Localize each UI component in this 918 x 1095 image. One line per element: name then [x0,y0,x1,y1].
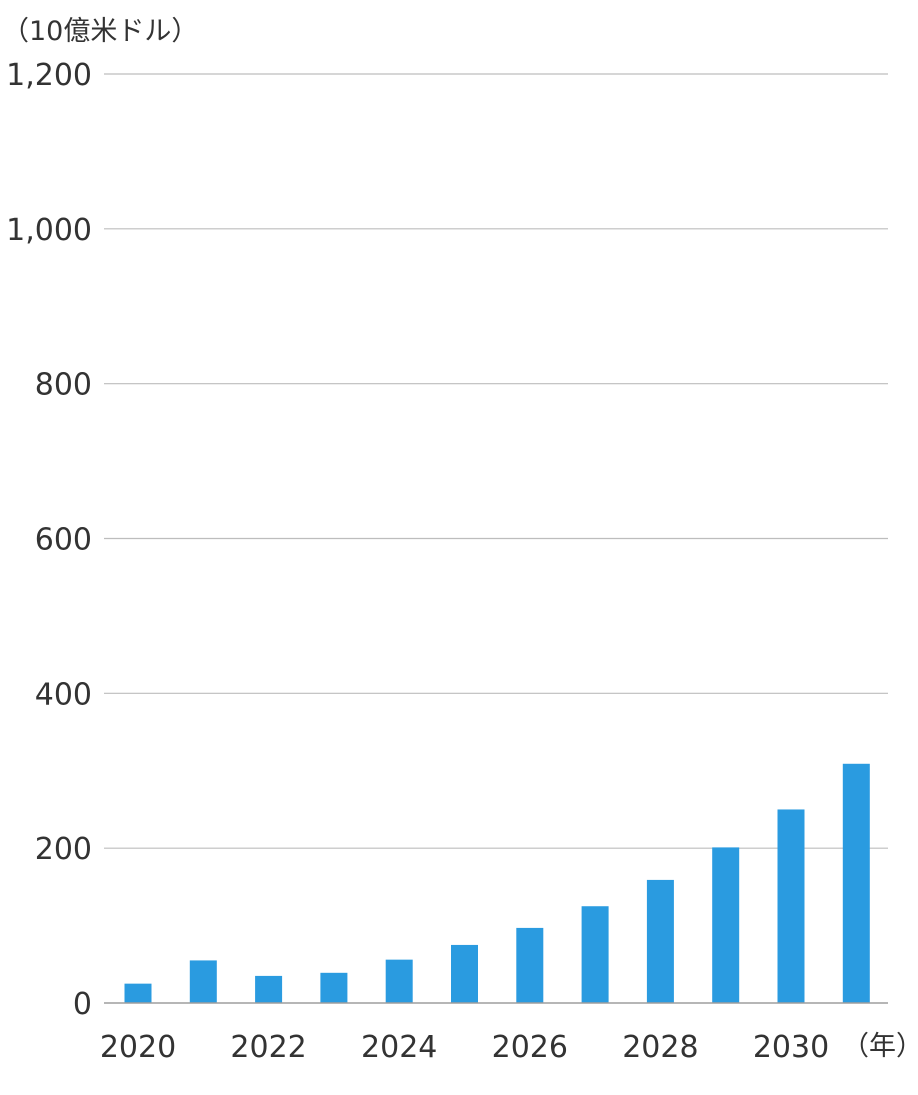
bar-2031 [842,763,870,1003]
bar-2020 [124,983,152,1003]
y-axis-unit-label: （10億米ドル） [2,16,198,47]
bar-2023 [320,972,348,1003]
y-tick-label: 0 [73,987,92,1022]
x-axis-unit-label: （年） [842,1031,918,1062]
y-tick-label: 200 [35,832,92,867]
x-tick-label: 2020 [100,1030,176,1065]
bar-2024 [385,959,413,1003]
x-axis-tick-labels: 2020 2022 2024 2026 2028 2030 [100,1030,829,1065]
y-tick-label: 600 [35,523,92,558]
bar-2030 [777,809,805,1003]
gridlines [104,73,888,849]
bar-2022 [255,975,283,1003]
y-tick-label: 1,200 [6,58,92,93]
x-tick-label: 2028 [622,1030,698,1065]
bar-2027 [581,906,609,1003]
bars [124,763,870,1003]
x-tick-label: 2024 [361,1030,437,1065]
y-tick-label: 800 [35,368,92,403]
x-tick-label: 2022 [230,1030,306,1065]
y-axis-tick-labels: 0 200 400 600 800 1,000 1,200 [6,58,92,1022]
y-tick-label: 400 [35,677,92,712]
x-tick-label: 2026 [492,1030,568,1065]
bar-2025 [451,944,478,1003]
y-tick-label: 1,000 [6,213,92,248]
bar-2028 [646,879,674,1003]
bar-2029 [712,847,740,1003]
bar-2021 [189,960,217,1003]
x-tick-label: 2030 [753,1030,829,1065]
bar-2026 [516,927,544,1003]
